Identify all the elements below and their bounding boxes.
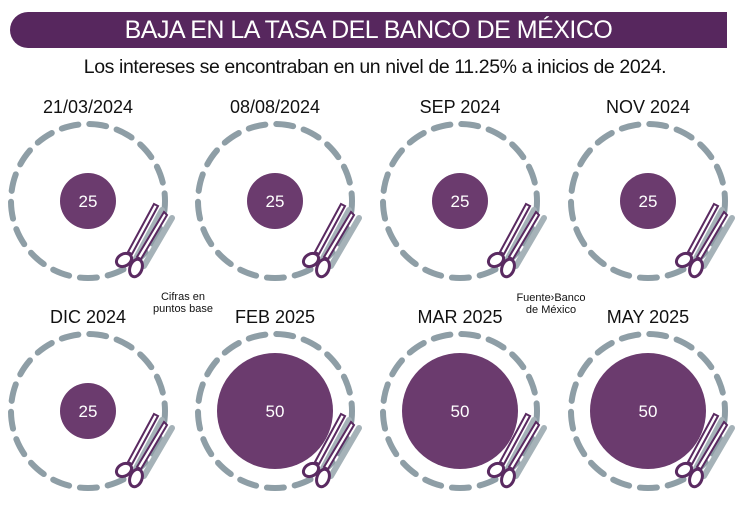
date-label: MAR 2025 [417, 307, 503, 327]
page-title: BAJA EN LA TASA DEL BANCO DE MÉXICO [124, 16, 613, 44]
value-bubble [217, 353, 333, 469]
cut-group: 50 [380, 331, 547, 491]
value-label: 50 [639, 402, 658, 421]
scissors-icon [301, 202, 362, 279]
value-bubble [60, 383, 116, 439]
value-label: 50 [266, 402, 285, 421]
value-bubble [247, 173, 303, 229]
dashed-ring [195, 121, 355, 281]
scissors-icon [486, 202, 547, 279]
scissors-icon [114, 412, 175, 489]
value-bubble [402, 353, 518, 469]
cut-group: 25 [8, 121, 175, 281]
date-label: 21/03/2024 [42, 97, 134, 117]
dashed-ring [568, 121, 728, 281]
value-label: 50 [451, 402, 470, 421]
cut-group: 25 [568, 121, 735, 281]
value-label: 25 [451, 192, 470, 211]
scissors-icon [301, 412, 362, 489]
cut-group: 50 [195, 331, 362, 491]
units-note: Cifras en puntos base [153, 291, 213, 315]
date-label: FEB 2025 [234, 307, 316, 327]
scissors-icon [674, 202, 735, 279]
value-bubble [620, 173, 676, 229]
dashed-ring [380, 121, 540, 281]
date-label: DIC 2024 [49, 307, 127, 327]
dashed-ring [8, 121, 168, 281]
value-label: 25 [266, 192, 285, 211]
date-label: 08/08/2024 [229, 97, 321, 117]
value-label: 25 [79, 402, 98, 421]
scissors-icon [674, 412, 735, 489]
scissors-icon [486, 412, 547, 489]
cut-group: 50 [568, 331, 735, 491]
subtitle: Los intereses se encontraban en un nivel… [83, 56, 667, 78]
cut-group: 25 [8, 331, 175, 491]
value-label: 25 [639, 192, 658, 211]
source-note: Fuente›Banco de México [516, 292, 586, 316]
date-label: NOV 2024 [605, 97, 691, 117]
value-bubble [432, 173, 488, 229]
cut-group: 25 [195, 121, 362, 281]
value-bubble [590, 353, 706, 469]
date-label: SEP 2024 [419, 97, 501, 117]
value-bubble [60, 173, 116, 229]
dashed-ring [380, 331, 540, 491]
scissors-icon [114, 202, 175, 279]
cut-group: 25 [380, 121, 547, 281]
dashed-ring [568, 331, 728, 491]
value-label: 25 [79, 192, 98, 211]
date-label: MAY 2025 [606, 307, 690, 327]
title-bar: BAJA EN LA TASA DEL BANCO DE MÉXICO [10, 12, 727, 48]
dashed-ring [8, 331, 168, 491]
dashed-ring [195, 331, 355, 491]
